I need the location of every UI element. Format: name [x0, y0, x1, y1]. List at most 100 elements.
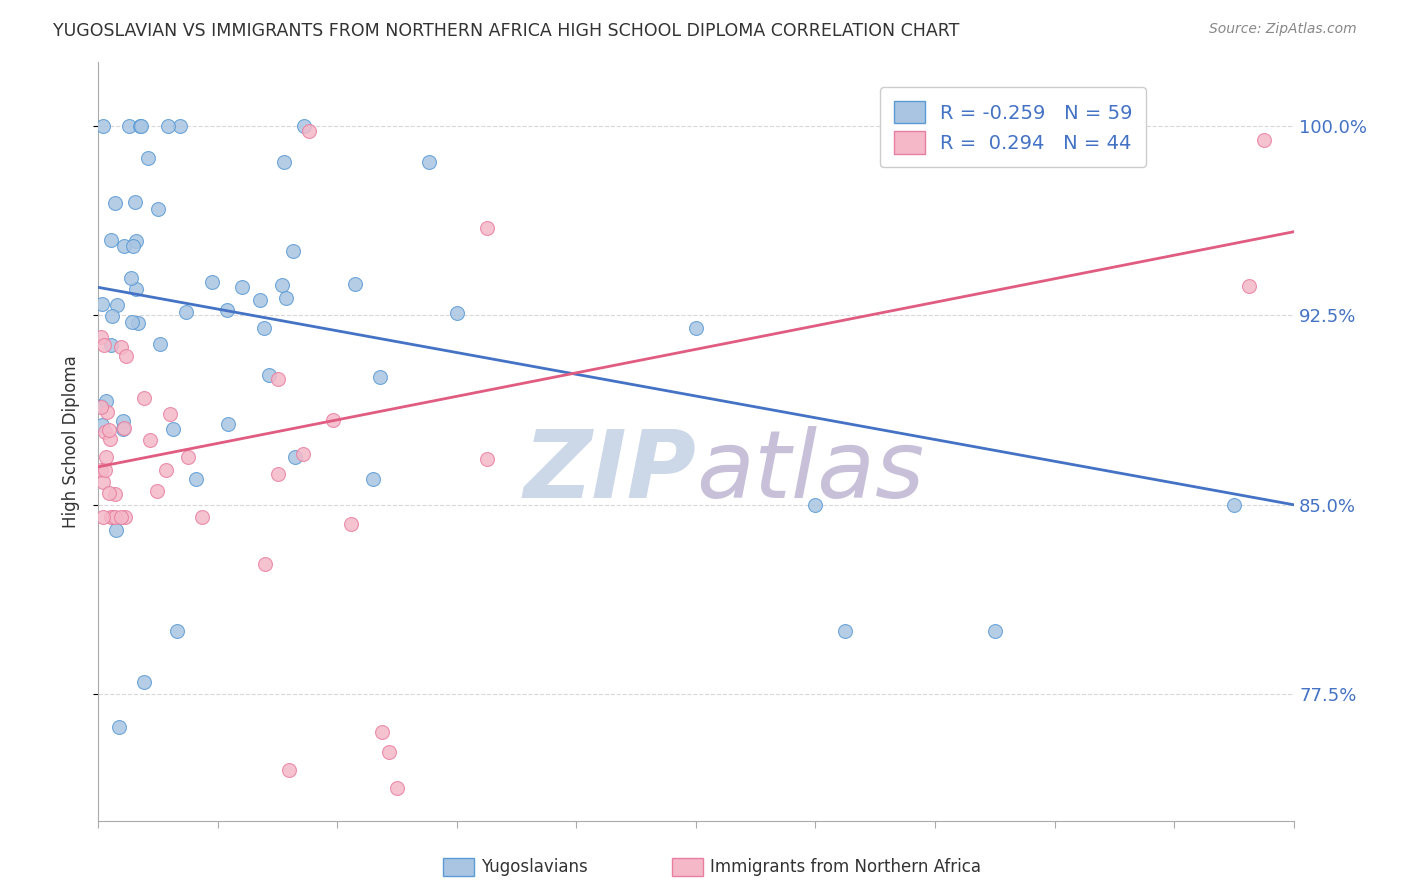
- Point: [368, 370, 391, 384]
- Point: [254, 557, 277, 571]
- Point: [107, 720, 129, 734]
- Point: [98, 423, 121, 437]
- Point: [156, 119, 179, 133]
- Point: [111, 422, 134, 436]
- Point: [446, 305, 468, 319]
- Point: [267, 371, 290, 385]
- Point: [284, 450, 307, 464]
- Point: [253, 320, 276, 334]
- Point: [166, 624, 188, 638]
- Point: [91, 475, 114, 489]
- Point: [1223, 498, 1246, 512]
- Point: [475, 221, 498, 235]
- Point: [96, 450, 118, 464]
- Point: [177, 450, 200, 464]
- Point: [343, 277, 366, 291]
- Point: [191, 510, 214, 524]
- Point: [93, 337, 115, 351]
- Point: [100, 337, 122, 351]
- Point: [105, 298, 128, 312]
- Point: [162, 422, 184, 436]
- Point: [257, 368, 280, 382]
- Text: Immigrants from Northern Africa: Immigrants from Northern Africa: [710, 858, 981, 876]
- Point: [155, 463, 177, 477]
- Point: [283, 244, 305, 258]
- Point: [291, 447, 314, 461]
- Point: [104, 196, 127, 211]
- Point: [90, 330, 112, 344]
- Point: [267, 467, 290, 482]
- Point: [136, 151, 159, 165]
- Point: [101, 310, 124, 324]
- Point: [277, 763, 299, 777]
- Point: [120, 271, 142, 285]
- Point: [169, 119, 191, 133]
- Point: [90, 463, 112, 477]
- Point: [129, 119, 152, 133]
- Point: [127, 316, 149, 330]
- Point: [91, 510, 114, 524]
- Point: [98, 432, 121, 446]
- Point: [104, 510, 127, 524]
- Point: [124, 195, 146, 210]
- Point: [94, 394, 117, 409]
- Point: [340, 516, 363, 531]
- Point: [1237, 279, 1260, 293]
- Point: [112, 421, 135, 435]
- Point: [834, 624, 856, 638]
- Point: [129, 119, 152, 133]
- Point: [100, 233, 122, 247]
- Point: [110, 340, 132, 354]
- Point: [122, 238, 145, 252]
- Point: [201, 275, 224, 289]
- Point: [104, 523, 127, 537]
- Point: [91, 119, 114, 133]
- Point: [804, 498, 827, 512]
- Point: [217, 303, 239, 318]
- Point: [361, 472, 384, 486]
- Point: [174, 305, 197, 319]
- Point: [146, 483, 169, 498]
- Text: Source: ZipAtlas.com: Source: ZipAtlas.com: [1209, 22, 1357, 37]
- Point: [91, 297, 114, 311]
- Point: [114, 510, 136, 524]
- Point: [132, 391, 155, 405]
- Point: [110, 510, 132, 524]
- Text: Yugoslavians: Yugoslavians: [481, 858, 588, 876]
- Point: [685, 320, 707, 334]
- Point: [112, 239, 135, 253]
- Point: [322, 413, 344, 427]
- Point: [159, 407, 181, 421]
- Point: [231, 280, 253, 294]
- Point: [115, 349, 138, 363]
- Point: [370, 725, 392, 739]
- Point: [274, 291, 297, 305]
- Point: [292, 119, 315, 133]
- Point: [112, 413, 135, 427]
- Point: [298, 124, 321, 138]
- Point: [1253, 133, 1275, 147]
- Point: [100, 510, 122, 524]
- Point: [138, 433, 160, 447]
- Text: YUGOSLAVIAN VS IMMIGRANTS FROM NORTHERN AFRICA HIGH SCHOOL DIPLOMA CORRELATION C: YUGOSLAVIAN VS IMMIGRANTS FROM NORTHERN …: [53, 22, 960, 40]
- Point: [385, 780, 408, 795]
- Y-axis label: High School Diploma: High School Diploma: [62, 355, 80, 528]
- Point: [475, 452, 498, 467]
- Point: [90, 400, 112, 414]
- Point: [118, 119, 141, 133]
- Point: [148, 337, 170, 351]
- Point: [186, 473, 208, 487]
- Point: [100, 510, 122, 524]
- Point: [984, 624, 1007, 638]
- Point: [377, 746, 399, 760]
- Point: [97, 486, 120, 500]
- Point: [217, 417, 239, 431]
- Point: [90, 400, 112, 414]
- Point: [94, 463, 117, 477]
- Point: [94, 425, 117, 439]
- Point: [418, 155, 440, 169]
- Point: [103, 487, 125, 501]
- Point: [125, 282, 148, 296]
- Text: atlas: atlas: [696, 426, 924, 517]
- Legend: R = -0.259   N = 59, R =  0.294   N = 44: R = -0.259 N = 59, R = 0.294 N = 44: [880, 87, 1146, 167]
